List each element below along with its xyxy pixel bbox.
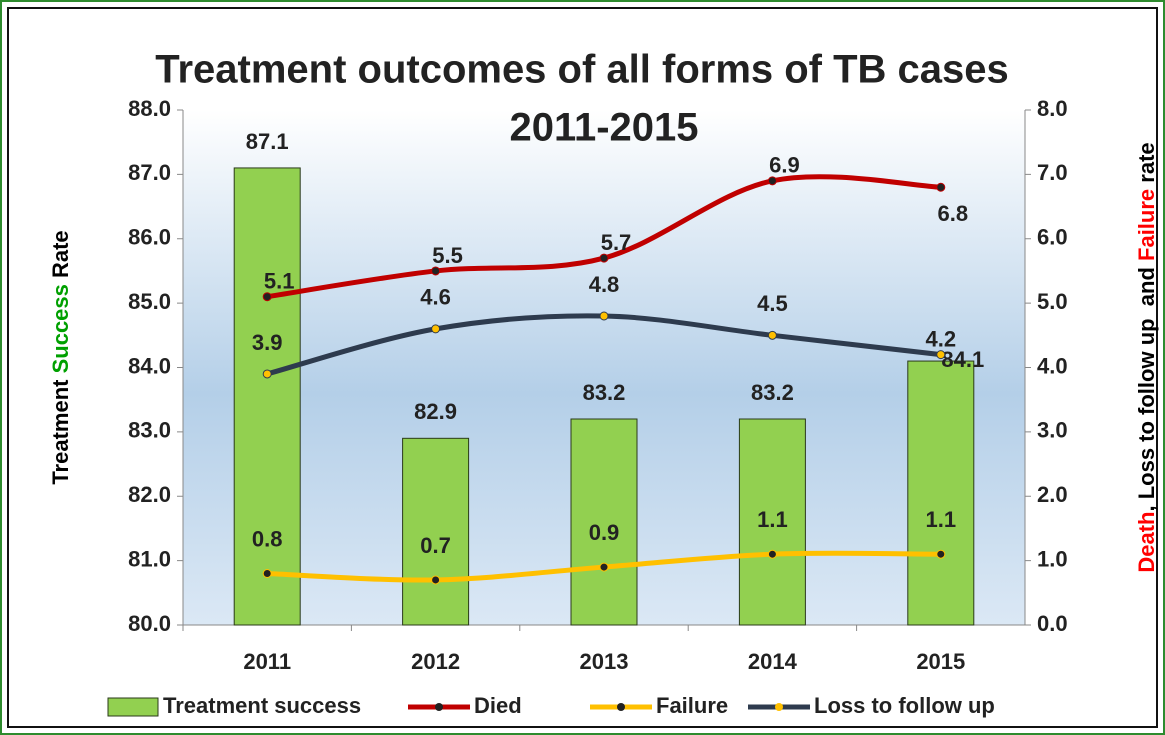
bar-value-label: 83.2 (583, 380, 626, 405)
marker (431, 266, 441, 276)
y2-tick-label: 3.0 (1037, 418, 1068, 443)
x-tick-label: 2011 (243, 649, 291, 674)
chart-subtitle: 2011-2015 (509, 106, 698, 150)
marker (431, 324, 441, 334)
line-value-label: 5.7 (601, 230, 632, 255)
line-value-label: 0.8 (252, 526, 283, 551)
y2-tick-label: 5.0 (1037, 289, 1068, 314)
y2-tick-label: 6.0 (1037, 225, 1068, 250)
x-tick-label: 2014 (748, 649, 798, 674)
y2-axis-title-part: Failure (1134, 189, 1159, 261)
legend-label: Loss to follow up (814, 693, 995, 718)
y-tick-label: 87.0 (128, 160, 171, 185)
chart-title: Treatment outcomes of all forms of TB ca… (155, 48, 1009, 92)
y-axis-title-part: Rate (48, 230, 73, 284)
legend-marker (617, 703, 625, 711)
y-axis-title: Treatment Success Rate (48, 230, 73, 484)
legend-label: Treatment success (163, 693, 361, 718)
y-tick-label: 80.0 (128, 611, 171, 636)
line-value-label: 1.1 (926, 507, 957, 532)
y-tick-label: 81.0 (128, 546, 171, 571)
bar-value-label: 83.2 (751, 380, 794, 405)
marker (262, 569, 272, 578)
x-tick-label: 2012 (411, 649, 460, 674)
line-value-label: 6.9 (769, 153, 800, 178)
y-tick-label: 82.0 (128, 482, 171, 507)
marker (936, 182, 946, 192)
bar-value-label: 82.9 (414, 399, 457, 424)
line-value-label: 5.1 (264, 269, 295, 294)
bar-value-label: 87.1 (246, 129, 289, 154)
marker (767, 176, 777, 186)
line-value-label: 4.8 (589, 272, 620, 297)
x-tick-label: 2015 (916, 649, 965, 674)
legend-label: Died (474, 693, 522, 718)
line-value-label: 1.1 (757, 507, 788, 532)
y-axis-title-part: Success (48, 284, 73, 373)
line-value-label: 0.7 (420, 533, 451, 558)
y-axis-title-part: Treatment (48, 373, 73, 484)
marker (767, 330, 777, 340)
y2-tick-label: 2.0 (1037, 482, 1068, 507)
bar (907, 360, 975, 626)
bar (738, 418, 806, 626)
y2-axis-title-part: , Loss to follow up and (1134, 261, 1159, 512)
bar (570, 418, 638, 626)
y2-axis-title: Death, Loss to follow up and Failure rat… (1134, 142, 1159, 572)
line-value-label: 4.2 (926, 326, 957, 351)
line-value-label: 6.8 (938, 201, 969, 226)
marker (262, 292, 272, 302)
marker (431, 575, 441, 585)
marker (936, 350, 946, 360)
legend-swatch (107, 697, 159, 717)
line-value-label: 0.9 (589, 520, 620, 545)
line-value-label: 3.9 (252, 330, 283, 355)
marker (936, 549, 946, 559)
legend-marker (775, 703, 783, 711)
bar (233, 167, 301, 626)
y-tick-label: 84.0 (128, 353, 171, 378)
y2-axis-title-part: Death (1134, 512, 1159, 573)
marker (599, 562, 609, 572)
y-tick-label: 85.0 (128, 289, 171, 314)
marker (262, 369, 272, 379)
y-tick-label: 88.0 (128, 96, 171, 121)
marker (599, 311, 609, 321)
y2-tick-label: 1.0 (1037, 546, 1068, 571)
line-value-label: 4.6 (420, 285, 451, 310)
bar (402, 437, 470, 626)
line-value-label: 4.5 (757, 291, 788, 316)
marker (599, 253, 609, 263)
y2-tick-label: 7.0 (1037, 160, 1068, 185)
marker (767, 549, 777, 559)
legend-marker (435, 703, 443, 711)
y2-tick-label: 8.0 (1037, 96, 1068, 121)
y2-tick-label: 0.0 (1037, 611, 1068, 636)
y-tick-label: 86.0 (128, 225, 171, 250)
y2-tick-label: 4.0 (1037, 353, 1068, 378)
y-tick-label: 83.0 (128, 418, 171, 443)
line-value-label: 5.5 (432, 243, 463, 268)
y2-axis-title-part: rate (1134, 142, 1159, 188)
x-tick-label: 2013 (580, 649, 629, 674)
bar-value-label: 84.1 (941, 347, 984, 372)
legend-label: Failure (656, 693, 728, 718)
